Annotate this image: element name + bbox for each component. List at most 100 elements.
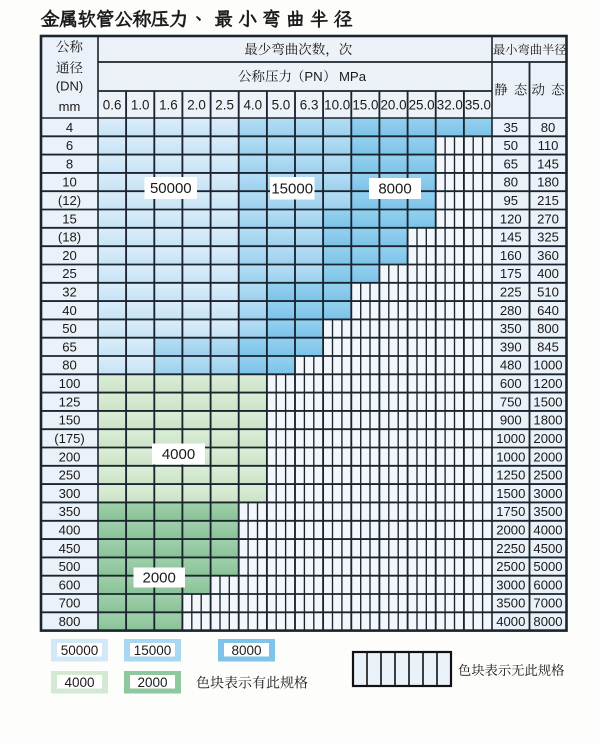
svg-text:510: 510 [537,285,559,300]
svg-text:8000: 8000 [231,643,261,658]
svg-text:PN: PN [304,69,322,84]
svg-text:2000: 2000 [533,449,562,464]
svg-text:2250: 2250 [496,541,525,556]
svg-text:1500: 1500 [533,394,562,409]
svg-text:1.0: 1.0 [131,98,150,113]
svg-text:325: 325 [537,230,559,245]
svg-text:120: 120 [500,211,522,226]
svg-text:32.0: 32.0 [437,98,463,113]
svg-text:(175): (175) [54,431,85,446]
svg-text:390: 390 [500,339,522,354]
svg-text:600: 600 [59,577,81,592]
svg-text:800: 800 [59,614,81,629]
svg-text:150: 150 [59,413,81,428]
svg-text:500: 500 [59,559,81,574]
svg-text:350: 350 [59,504,81,519]
svg-text:25: 25 [62,266,77,281]
svg-text:(DN): (DN) [56,79,83,94]
svg-text:100: 100 [59,376,81,391]
svg-text:15: 15 [62,211,77,226]
svg-text:145: 145 [537,156,559,171]
svg-text:2.0: 2.0 [187,98,206,113]
svg-text:8: 8 [66,156,73,171]
svg-text:50: 50 [504,138,519,153]
svg-text:8000: 8000 [378,181,411,198]
svg-text:(18): (18) [58,230,81,245]
svg-text:80: 80 [504,175,519,190]
svg-text:200: 200 [59,449,81,464]
svg-text:175: 175 [500,266,522,281]
svg-text:4500: 4500 [533,541,562,556]
svg-text:65: 65 [62,339,77,354]
svg-text:1000: 1000 [496,449,525,464]
svg-text:700: 700 [59,596,81,611]
svg-text:6: 6 [66,138,73,153]
svg-text:MPa: MPa [339,69,367,84]
svg-text:360: 360 [537,248,559,263]
svg-text:600: 600 [500,376,522,391]
svg-text:20.0: 20.0 [380,98,406,113]
svg-text:845: 845 [537,339,559,354]
svg-text:110: 110 [538,138,559,153]
svg-text:270: 270 [537,211,559,226]
svg-text:2000: 2000 [533,431,562,446]
svg-text:2.5: 2.5 [215,98,234,113]
svg-text:10: 10 [62,175,77,190]
svg-text:2500: 2500 [533,468,562,483]
svg-text:4000: 4000 [64,675,94,690]
svg-text:750: 750 [500,394,522,409]
svg-text:0.6: 0.6 [103,98,122,113]
svg-text:1250: 1250 [496,468,525,483]
svg-text:350: 350 [500,321,522,336]
svg-text:1200: 1200 [533,376,562,391]
svg-text:640: 640 [537,303,559,318]
svg-text:15000: 15000 [271,180,313,197]
svg-text:2000: 2000 [143,570,176,587]
svg-text:25.0: 25.0 [409,98,435,113]
svg-text:35.0: 35.0 [465,98,491,113]
svg-text:400: 400 [537,266,559,281]
svg-text:4000: 4000 [533,523,562,538]
svg-text:40: 40 [62,303,77,318]
svg-text:145: 145 [500,230,522,245]
svg-text:215: 215 [537,193,559,208]
svg-text:800: 800 [537,321,559,336]
svg-text:480: 480 [500,358,522,373]
svg-text:2000: 2000 [496,523,525,538]
svg-text:2000: 2000 [137,675,167,690]
svg-text:180: 180 [537,175,559,190]
svg-text:4: 4 [66,120,73,135]
svg-text:95: 95 [504,193,519,208]
svg-text:280: 280 [500,303,522,318]
svg-text:80: 80 [541,120,556,135]
svg-text:400: 400 [59,523,81,538]
svg-text:4000: 4000 [496,614,525,629]
svg-text:15000: 15000 [134,643,172,658]
svg-text:8000: 8000 [533,614,562,629]
svg-text:6.3: 6.3 [300,98,319,113]
svg-text:900: 900 [500,413,522,428]
svg-text:225: 225 [500,285,522,300]
svg-text:mm: mm [59,99,81,114]
svg-text:125: 125 [59,394,81,409]
svg-text:50: 50 [62,321,77,336]
svg-text:5000: 5000 [533,559,562,574]
svg-text:1750: 1750 [496,504,525,519]
svg-text:15.0: 15.0 [352,98,378,113]
svg-text:65: 65 [504,156,519,171]
svg-text:1800: 1800 [533,413,562,428]
svg-text:1500: 1500 [496,486,525,501]
svg-text:3500: 3500 [533,504,562,519]
svg-text:5.0: 5.0 [272,98,291,113]
svg-text:1000: 1000 [533,358,562,373]
svg-text:1000: 1000 [496,431,525,446]
svg-text:2500: 2500 [496,559,525,574]
svg-text:6000: 6000 [533,577,562,592]
svg-text:250: 250 [59,468,81,483]
svg-text:3000: 3000 [533,486,562,501]
svg-text:20: 20 [62,248,77,263]
svg-text:3000: 3000 [496,577,525,592]
svg-text:(12): (12) [58,193,81,208]
svg-text:35: 35 [504,120,519,135]
svg-text:4.0: 4.0 [243,98,262,113]
